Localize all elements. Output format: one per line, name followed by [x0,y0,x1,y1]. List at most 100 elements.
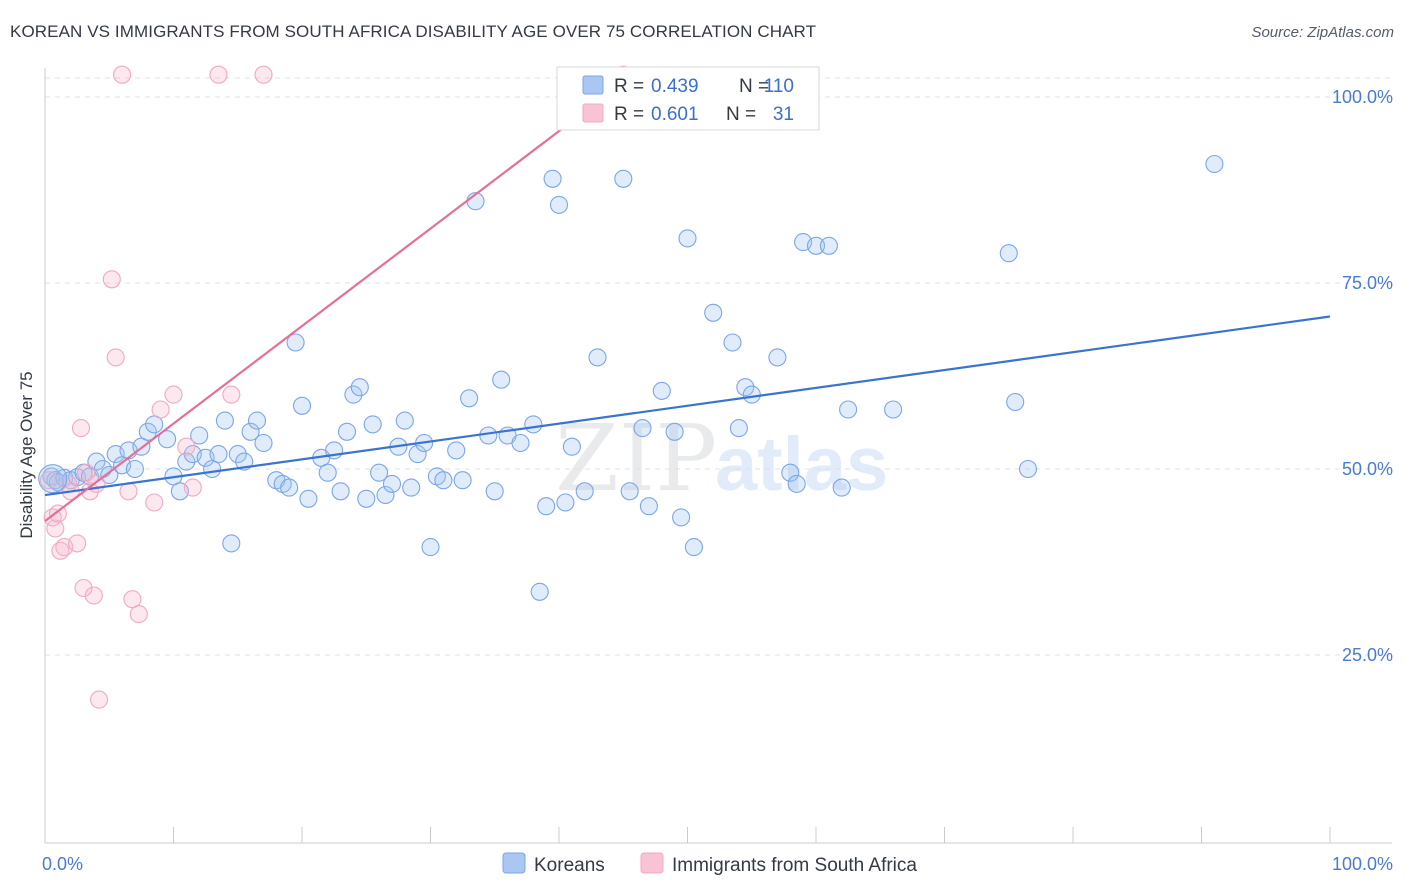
korean-point [736,378,755,397]
korean-point [190,426,209,445]
series-legend: Koreans Immigrants from South Africa [502,852,917,876]
korean-point [447,441,466,460]
legend-r-value-1: 0.439 [651,76,699,97]
korean-point [87,452,106,471]
korean-point [215,411,234,430]
south-africa-point [39,471,58,490]
south-africa-point [129,605,148,624]
series-swatch-south-africa [640,852,664,874]
legend-n-label-2: N = [726,104,756,125]
south-africa-point [77,463,96,482]
korean-point [158,430,177,449]
south-africa-point [74,578,93,598]
korean-point [138,422,157,441]
x-tick-label: 100.0% [1332,854,1393,874]
south-africa-point [254,65,273,84]
korean-point [511,433,530,453]
south-africa-point [145,493,164,512]
korean-point [524,415,543,434]
y-tick-labels: 25.0% 50.0% 75.0% 100.0% [1332,87,1393,665]
korean-point [228,445,247,464]
korean-point [125,459,144,479]
south-africa-point [177,437,196,456]
south-africa-point [209,65,228,84]
korean-point [402,478,421,497]
x-tick-label: 0.0% [42,854,83,874]
y-tick-label: 100.0% [1332,87,1393,107]
korean-point [639,497,658,516]
legend-n-label-1: N = [739,76,769,97]
korean-point [633,419,652,438]
korean-point [382,474,402,493]
legend-r-label-1: R = [614,76,644,97]
korean-point [453,471,472,490]
south-africa-point [183,478,202,497]
korean-point [588,348,607,367]
korean-point [331,482,350,501]
korean-point [839,400,858,419]
korean-cluster-point [38,464,68,494]
y-axis-label: Disability Age Over 75 [17,371,36,538]
south-africa-point [123,590,142,609]
south-africa-point [89,690,109,709]
south-africa-point [84,586,103,605]
series-koreans [42,154,1224,601]
korean-point [247,411,267,430]
korean-point [395,411,414,430]
south-africa-point [80,482,100,501]
korean-point [177,452,196,471]
south-africa-point [46,519,65,538]
korean-point [742,385,761,404]
legend-n-value-1: 110 [764,76,794,97]
legend-n-value-2: 31 [773,104,794,125]
korean-point [787,474,806,493]
korean-point [376,485,395,505]
data-points [38,65,1224,709]
korean-point [363,415,382,434]
korean-point [884,400,903,419]
korean-point [665,422,684,441]
korean-point [672,508,691,527]
stats-legend: R = 0.439 N = 110 R = 0.601 N = 31 [556,66,820,131]
korean-point [434,471,453,490]
korean-point [575,482,594,501]
y-tick-label: 75.0% [1342,273,1393,293]
korean-point [337,422,357,441]
korean-point [292,396,312,415]
axes [44,68,1392,844]
korean-point [350,378,369,397]
korean-point [145,415,164,434]
korean-point [832,478,851,497]
korean-point [421,538,440,557]
south-africa-point [222,385,241,404]
korean-point [537,497,556,516]
watermark-atlas: atlas [715,422,888,507]
korean-point [1006,392,1025,412]
trend-line-south-africa [44,96,605,522]
korean-point [556,493,575,512]
korean-point [620,482,639,501]
legend-r-value-2: 0.601 [651,104,699,125]
korean-point [723,333,742,352]
south-africa-point [164,385,183,404]
legend-swatch-south-africa [582,103,604,123]
korean-point [280,478,299,497]
korean-point [100,465,119,485]
korean-point [209,445,228,464]
korean-point [562,437,581,456]
korean-point [485,482,504,501]
south-africa-point [71,419,91,438]
south-africa-point [106,348,125,367]
korean-point [999,244,1018,263]
korean-point [768,348,787,367]
korean-point [241,422,260,441]
korean-point [549,195,569,214]
trend-line-koreans [44,315,1331,497]
series-label-south-africa: Immigrants from South Africa [672,855,917,876]
series-south-africa [39,65,633,709]
korean-point [254,433,273,453]
chart-title: KOREAN VS IMMIGRANTS FROM SOUTH AFRICA D… [10,22,817,41]
south-africa-point [102,270,121,289]
korean-point [729,419,748,438]
